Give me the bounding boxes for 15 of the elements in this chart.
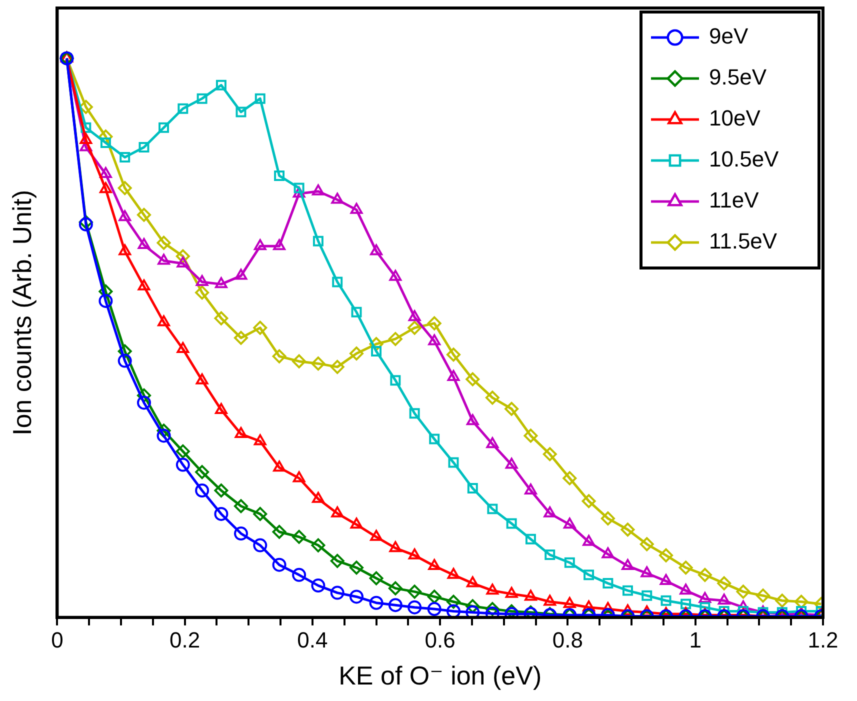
legend-label: 11.5eV (709, 228, 778, 254)
legend-label: 11eV (709, 188, 760, 213)
x-tick-label: 0.8 (552, 628, 584, 653)
x-tick-label: 0 (51, 628, 64, 653)
x-tick-label: 0.2 (170, 628, 200, 653)
legend-label: 9eV (709, 24, 748, 49)
x-axis-title: KE of O⁻ ion (eV) (338, 660, 542, 691)
x-tick-label: 0.6 (424, 628, 456, 653)
x-tick-label: 1.2 (808, 628, 838, 653)
x-tick-label: 1 (689, 628, 702, 653)
legend-label: 10eV (709, 106, 761, 131)
legend-label: 9.5eV (709, 64, 767, 90)
x-tick-label: 0.4 (297, 628, 328, 653)
y-axis-title: Ion counts (Arb. Unit) (6, 190, 37, 436)
legend-label: 10.5eV (709, 146, 780, 172)
